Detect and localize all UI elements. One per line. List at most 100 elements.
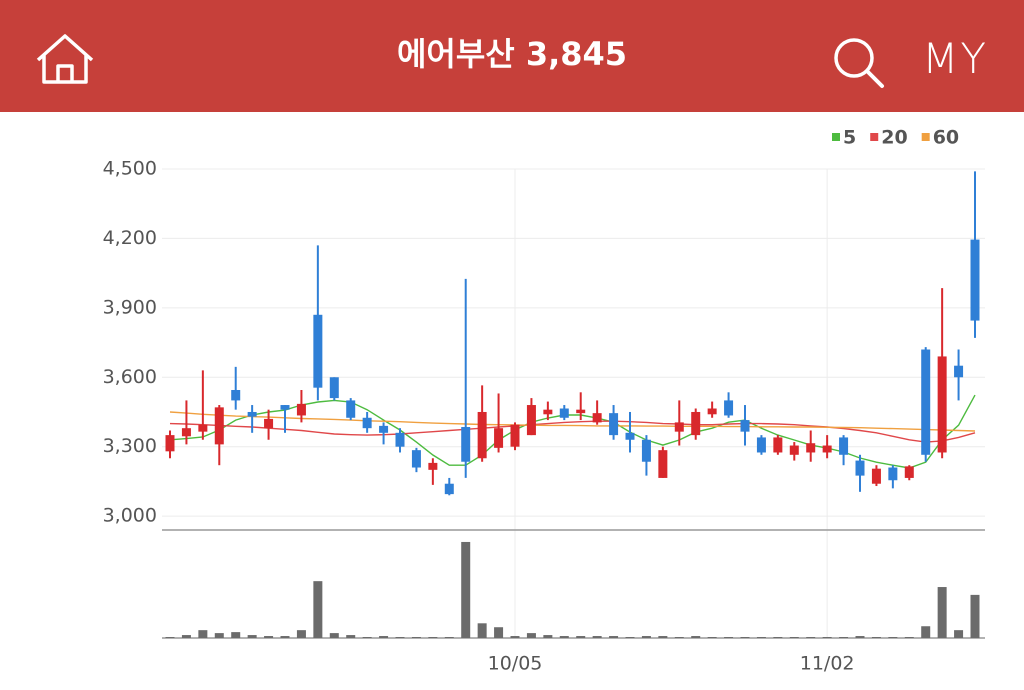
volume-bar bbox=[609, 636, 619, 638]
volume-bar bbox=[296, 630, 306, 638]
candle-body bbox=[773, 437, 783, 453]
volume-bar bbox=[198, 630, 208, 638]
volume-bar bbox=[954, 630, 964, 638]
volume-bar bbox=[756, 637, 766, 638]
candle-body bbox=[724, 400, 734, 416]
volume-bar bbox=[510, 636, 520, 638]
candle-body bbox=[247, 411, 257, 417]
candle-body bbox=[444, 483, 454, 495]
candle-body bbox=[461, 427, 471, 462]
volume-bar bbox=[855, 636, 865, 638]
my-button[interactable]: MY bbox=[922, 34, 988, 83]
candle-body bbox=[329, 377, 339, 399]
candle-body bbox=[428, 462, 438, 470]
volume-bar bbox=[494, 627, 504, 638]
volume-bar bbox=[543, 635, 553, 638]
x-tick-label: 11/02 bbox=[800, 653, 855, 675]
candle-body bbox=[576, 409, 586, 414]
candle-body bbox=[395, 432, 405, 447]
volume-bar bbox=[970, 594, 980, 638]
candle-body bbox=[181, 428, 191, 437]
candle-body bbox=[543, 409, 553, 415]
candle-body bbox=[494, 428, 504, 448]
legend-swatch bbox=[832, 133, 840, 141]
header-title: 에어부산 3,845 bbox=[396, 35, 628, 73]
volume-bar bbox=[674, 637, 684, 638]
candle-body bbox=[559, 408, 569, 418]
y-tick-label: 3,900 bbox=[103, 296, 157, 318]
volume-bar bbox=[691, 636, 701, 638]
candle-body bbox=[625, 432, 635, 440]
y-tick-label: 4,200 bbox=[103, 227, 157, 249]
candle-body bbox=[362, 417, 372, 429]
legend-label: 20 bbox=[881, 127, 907, 149]
legend-swatch bbox=[921, 133, 930, 141]
candle-body bbox=[691, 411, 701, 436]
candle-body bbox=[789, 445, 799, 455]
volume-bar bbox=[839, 637, 849, 638]
ma-line bbox=[169, 394, 976, 469]
search-icon[interactable] bbox=[832, 36, 888, 92]
volume-bar bbox=[625, 637, 635, 638]
volume-bar bbox=[411, 637, 421, 638]
chart: 3,000 3,300 3,600 3,900 4,200 4,500 10/05 11/02… bbox=[103, 127, 985, 675]
candle-body bbox=[921, 349, 931, 455]
volume-bar bbox=[806, 637, 816, 638]
candle-body bbox=[756, 437, 766, 453]
volume-bar bbox=[428, 637, 438, 638]
candle-body bbox=[970, 239, 980, 321]
y-tick-label: 4,500 bbox=[103, 158, 157, 180]
candle-body bbox=[165, 435, 175, 452]
volume-bar bbox=[559, 636, 569, 638]
candle-body bbox=[411, 450, 421, 468]
candle-body bbox=[477, 411, 487, 459]
volume-bar bbox=[707, 637, 717, 638]
volume-bar bbox=[346, 635, 356, 638]
candle-body bbox=[871, 468, 881, 484]
candle-body bbox=[592, 413, 602, 423]
volume-bar bbox=[641, 636, 651, 638]
candle-body bbox=[888, 467, 898, 481]
candle-body bbox=[214, 407, 224, 445]
volume-bar bbox=[576, 636, 586, 638]
volume-bar bbox=[477, 623, 487, 638]
volume-bar bbox=[247, 635, 257, 638]
candle-body bbox=[937, 356, 947, 453]
home-icon[interactable] bbox=[32, 30, 102, 90]
candle-body bbox=[839, 437, 849, 455]
volume-bar bbox=[904, 637, 914, 638]
candle-body bbox=[822, 445, 832, 453]
volume-bar bbox=[822, 637, 832, 638]
volume-bar bbox=[329, 633, 339, 638]
candle-body bbox=[231, 389, 241, 401]
volume-bar bbox=[231, 632, 241, 638]
app-header: 에어부산 3,845 MY bbox=[0, 0, 1024, 112]
candle-body bbox=[609, 413, 619, 436]
volume-bar bbox=[214, 633, 224, 638]
ma-line bbox=[169, 420, 976, 443]
y-tick-label: 3,300 bbox=[103, 435, 157, 457]
candle-body bbox=[526, 405, 536, 436]
legend-label: 5 bbox=[843, 127, 856, 149]
volume-bar bbox=[181, 635, 191, 638]
y-tick-label: 3,000 bbox=[103, 505, 157, 527]
volume-bar bbox=[888, 637, 898, 638]
candle-body bbox=[855, 460, 865, 476]
candle-body bbox=[904, 466, 914, 478]
candle-body bbox=[658, 450, 668, 478]
volume-bar bbox=[921, 626, 931, 638]
volume-bar bbox=[871, 637, 881, 638]
candle-body bbox=[379, 425, 389, 433]
legend-swatch bbox=[870, 133, 879, 141]
candle-body bbox=[198, 424, 208, 432]
volume-bar bbox=[592, 636, 602, 638]
volume-bar bbox=[379, 636, 389, 638]
candle-body bbox=[954, 365, 964, 378]
candle-body bbox=[264, 418, 274, 429]
volume-bar bbox=[313, 581, 323, 638]
legend-label: 60 bbox=[933, 127, 959, 149]
y-tick-label: 3,600 bbox=[103, 366, 157, 388]
candle-body bbox=[641, 439, 651, 462]
volume-bar bbox=[165, 637, 175, 638]
